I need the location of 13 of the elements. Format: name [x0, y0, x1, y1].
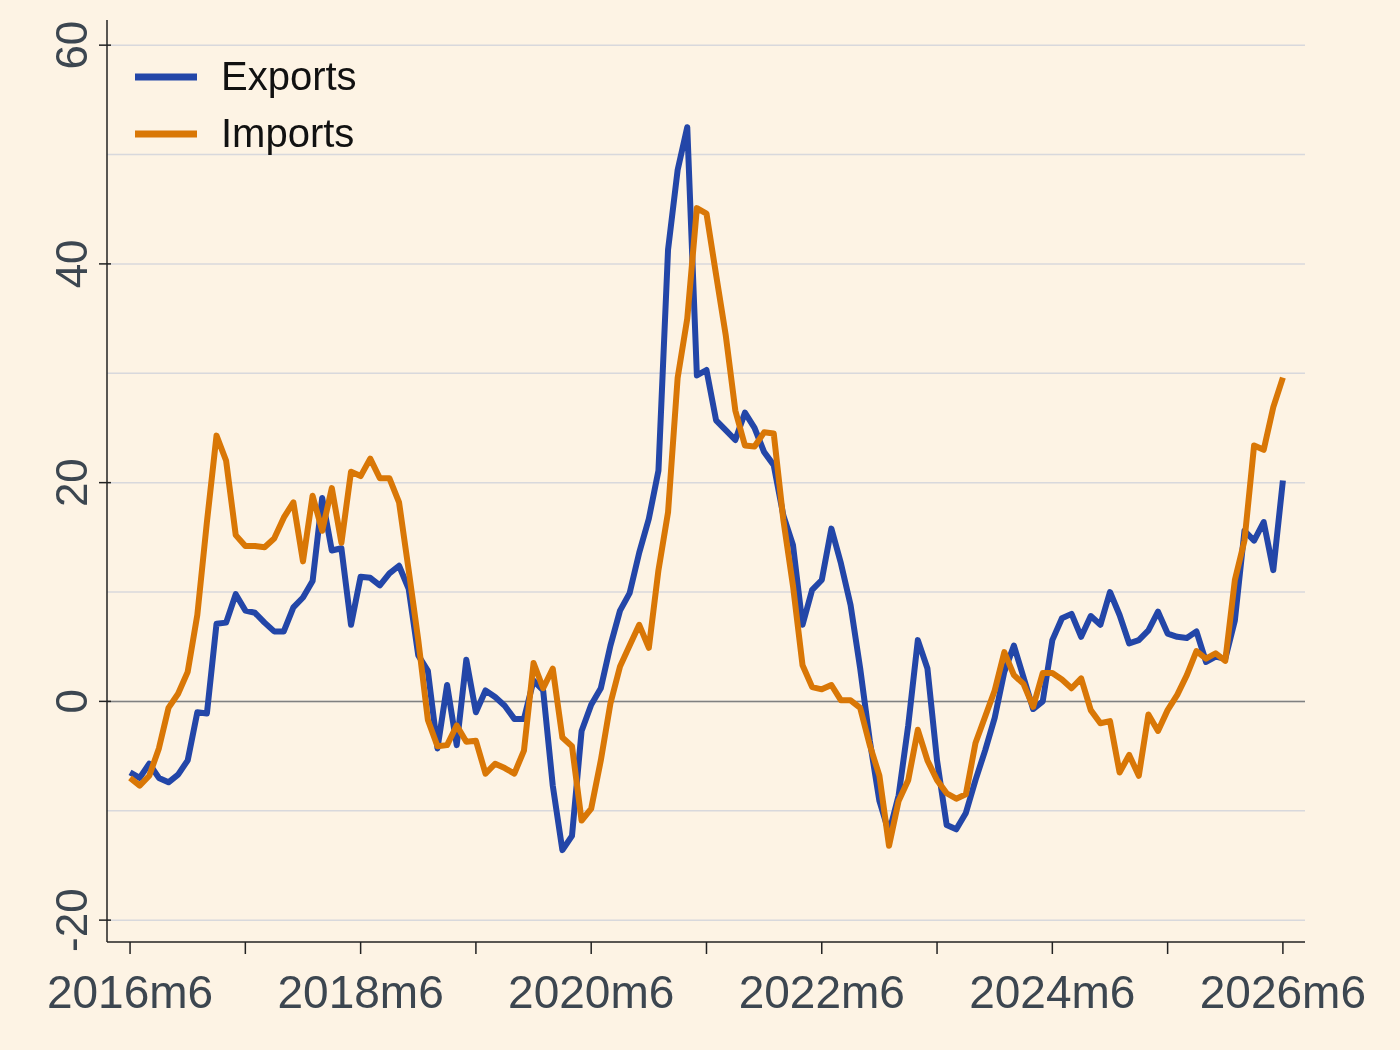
legend-label: Exports [221, 54, 357, 99]
y-tick-label: 20 [47, 458, 96, 508]
x-tick-label: 2022m6 [738, 966, 905, 1018]
y-tick-label: -20 [47, 888, 96, 952]
x-tick-label: 2024m6 [969, 966, 1136, 1018]
x-tick-label: 2026m6 [1199, 966, 1367, 1018]
y-tick-label: 0 [47, 689, 96, 714]
legend-label: Imports [221, 111, 355, 156]
x-tick-label: 2020m6 [508, 966, 675, 1018]
x-tick-label: 2016m6 [46, 966, 214, 1018]
y-tick-label: 40 [47, 239, 96, 289]
x-tick-label: 2018m6 [277, 966, 444, 1018]
y-tick-label: 60 [47, 20, 96, 70]
